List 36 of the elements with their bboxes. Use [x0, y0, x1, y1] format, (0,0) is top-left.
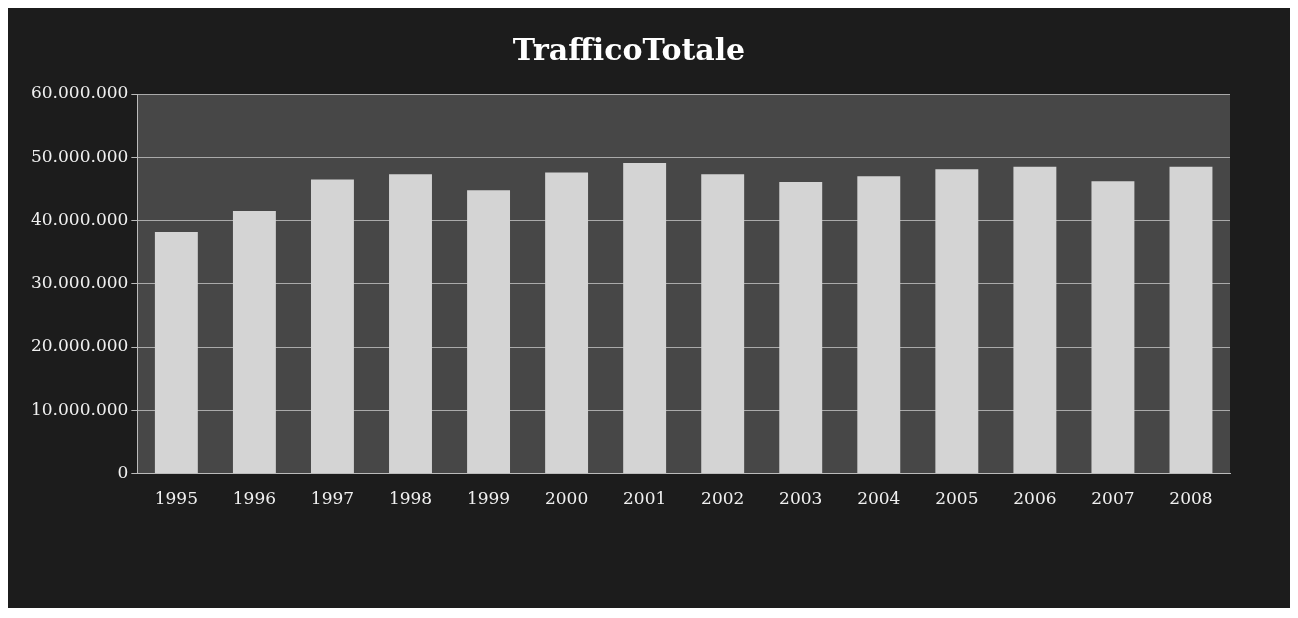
- x-tick-label: 2005: [935, 488, 979, 509]
- bar: [467, 190, 511, 474]
- x-tick-label: 1997: [310, 488, 355, 509]
- y-tick-label: 40.000.000: [30, 208, 129, 229]
- x-tick-label: 2006: [1013, 488, 1057, 509]
- x-tick-label: 2004: [857, 488, 901, 509]
- y-tick-label: 0: [117, 462, 129, 483]
- bar: [389, 174, 432, 474]
- y-tick-label: 60.000.000: [30, 82, 129, 103]
- bar: [779, 181, 823, 474]
- x-tick-label: 1995: [154, 488, 198, 509]
- y-tick-label: 50.000.000: [30, 145, 129, 166]
- y-tick-label: 20.000.000: [30, 335, 129, 356]
- x-tick-label: 2002: [701, 488, 745, 509]
- y-tick-label: 30.000.000: [30, 272, 129, 293]
- chart-title: TrafficoTotale: [512, 31, 746, 67]
- bar: [623, 162, 667, 474]
- bar: [1013, 166, 1057, 474]
- x-tick-label: 2008: [1169, 488, 1213, 509]
- x-tick-label: 2001: [623, 488, 667, 509]
- bar: [154, 231, 198, 474]
- bar: [1091, 181, 1135, 474]
- bar: [701, 174, 745, 474]
- x-tick-label: 1996: [232, 488, 277, 509]
- bar: [1169, 166, 1213, 474]
- bar: [310, 179, 354, 474]
- x-tick-label: 2007: [1091, 488, 1135, 509]
- x-tick-label: 2000: [544, 488, 589, 509]
- bar: [935, 169, 979, 474]
- bar: [545, 172, 589, 474]
- x-tick-label: 1998: [388, 488, 433, 509]
- x-tick-label: 1999: [466, 488, 511, 509]
- bar: [857, 176, 901, 474]
- bar: [232, 211, 276, 474]
- x-tick-label: 2003: [779, 488, 823, 509]
- y-tick-label: 10.000.000: [30, 398, 129, 419]
